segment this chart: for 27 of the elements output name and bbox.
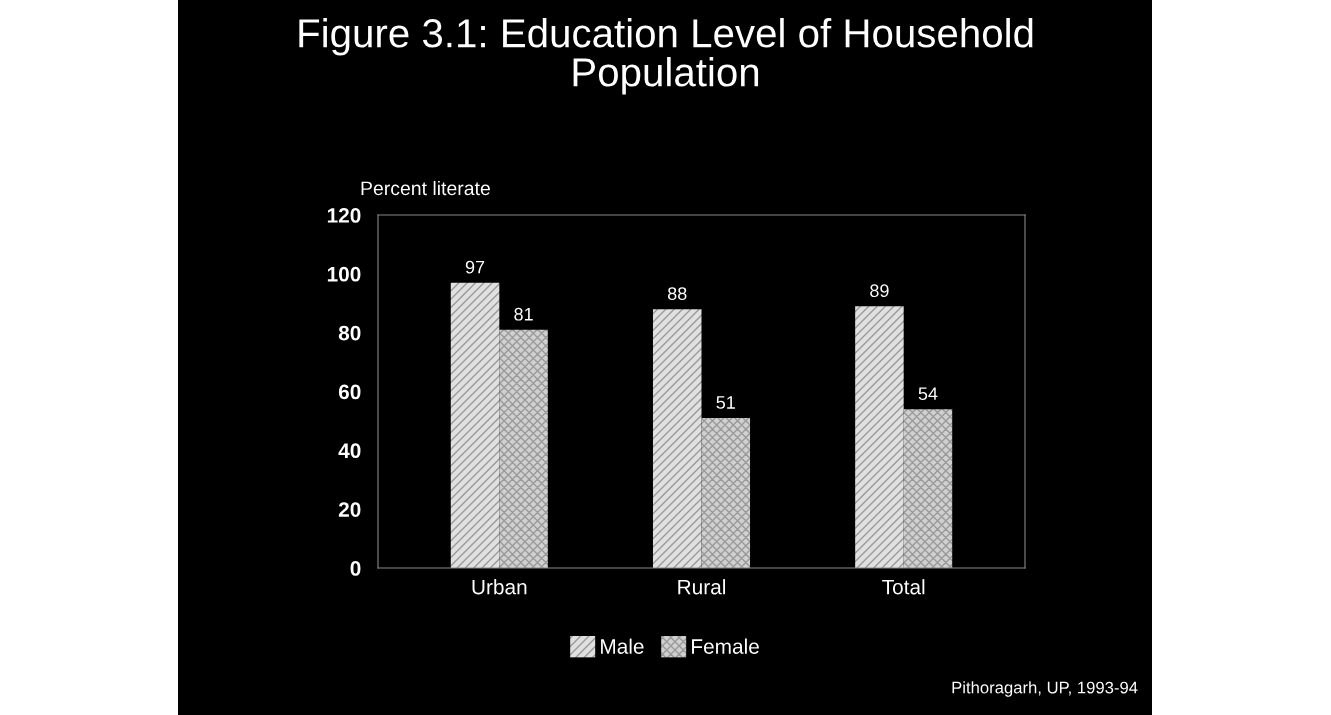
data-label: 81 (514, 307, 533, 321)
bar (903, 409, 953, 568)
legend-label: Female (692, 638, 759, 654)
bar (855, 306, 904, 568)
data-label: 51 (716, 396, 735, 409)
y-axis-title: Percent literate (361, 180, 490, 196)
y-tick-label: 0 (350, 561, 361, 576)
x-tick-label: Total (882, 579, 925, 595)
data-label: 54 (918, 387, 938, 401)
bar (499, 329, 548, 568)
y-tick-label: 60 (338, 384, 361, 400)
legend-label: Male (601, 638, 644, 654)
y-tick-label: 100 (327, 266, 361, 282)
text: Pithoragarh, UP, 1993-94 (952, 681, 1138, 697)
data-label: 97 (465, 260, 485, 274)
bar (652, 309, 702, 568)
y-tick-label: 40 (338, 443, 361, 459)
bar (450, 282, 500, 568)
bar (701, 417, 751, 568)
y-tick-label: 20 (338, 502, 361, 517)
chart-title: Figure 3.1: Education Level of Household Population (299, 18, 1033, 95)
y-tick-label: 120 (327, 208, 361, 223)
x-tick-label: Rural (678, 579, 725, 595)
y-tick-label: 80 (338, 325, 361, 341)
data-label: 88 (667, 287, 687, 301)
x-tick-label: Urban (472, 579, 527, 595)
data-label: 89 (870, 284, 889, 298)
